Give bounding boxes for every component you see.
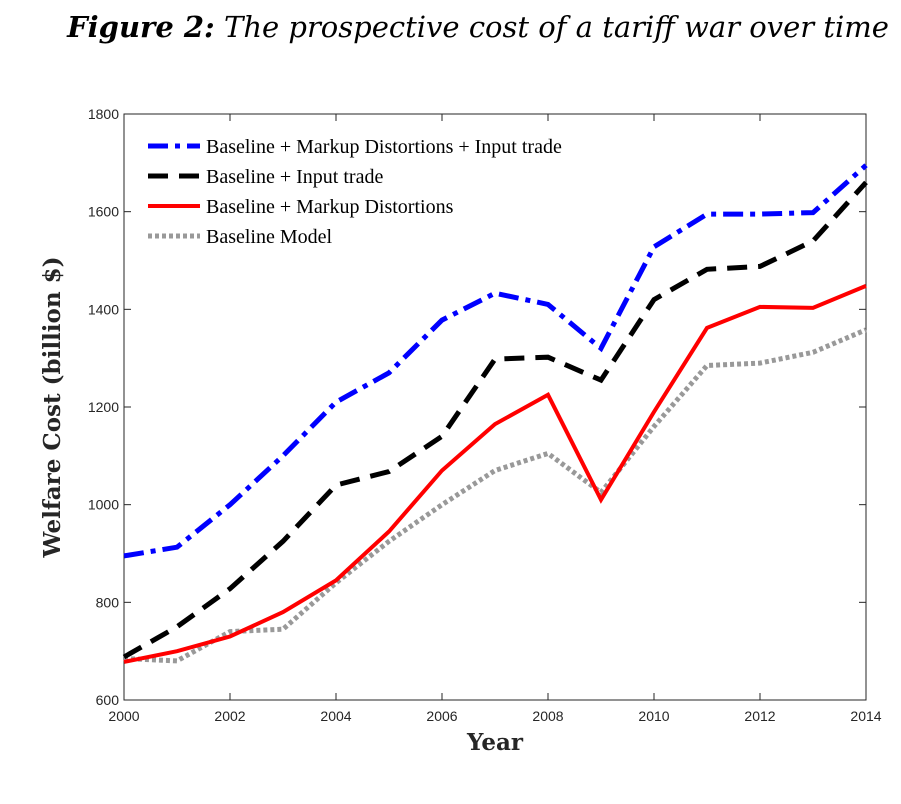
x-tick-label: 2006 bbox=[426, 708, 457, 724]
legend-label: Baseline + Markup Distortions bbox=[206, 196, 454, 218]
series-line-baseline-input-trade bbox=[122, 180, 868, 660]
legend: Baseline + Markup Distortions + Input tr… bbox=[148, 136, 562, 248]
legend-label: Baseline + Input trade bbox=[206, 166, 383, 188]
legend-label: Baseline + Markup Distortions + Input tr… bbox=[206, 136, 562, 158]
y-tick-label: 800 bbox=[96, 594, 120, 610]
figure-title: Figure 2: The prospective cost of a tari… bbox=[0, 10, 901, 44]
series-line-baseline-markup-distortions-input-trade bbox=[123, 163, 868, 559]
series-line-baseline-markup-distortions bbox=[123, 284, 867, 664]
series-line-baseline-model bbox=[123, 327, 867, 664]
y-axis-title: Welfare Cost (billion $) bbox=[39, 257, 66, 559]
x-tick-label: 2014 bbox=[850, 708, 881, 724]
x-tick-label: 2008 bbox=[532, 708, 563, 724]
figure-caption: The prospective cost of a tariff war ove… bbox=[223, 10, 889, 44]
x-axis-title: Year bbox=[466, 729, 524, 756]
legend-label: Baseline Model bbox=[206, 226, 333, 248]
x-tick-label: 2004 bbox=[320, 708, 351, 724]
y-tick-label: 1600 bbox=[88, 204, 119, 220]
y-tick-label: 1400 bbox=[88, 301, 119, 317]
y-tick-label: 1800 bbox=[88, 106, 119, 122]
x-tick-label: 2012 bbox=[744, 708, 775, 724]
y-tick-label: 1200 bbox=[88, 399, 119, 415]
x-tick-label: 2002 bbox=[214, 708, 245, 724]
y-tick-label: 600 bbox=[96, 692, 120, 708]
x-tick-label: 2000 bbox=[108, 708, 139, 724]
figure-number: Figure 2: bbox=[67, 10, 215, 44]
x-tick-label: 2010 bbox=[638, 708, 669, 724]
y-tick-label: 1000 bbox=[88, 497, 119, 513]
